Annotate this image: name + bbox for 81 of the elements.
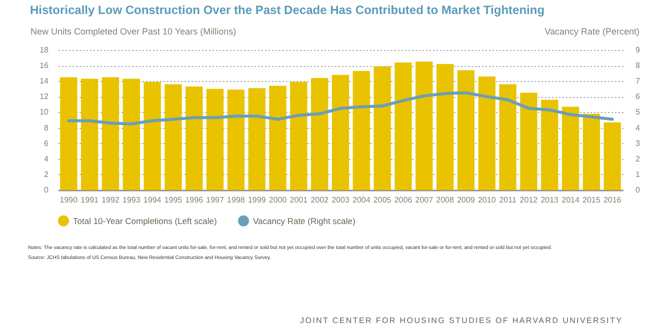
x-tick-label: 2009 [457,196,476,204]
y-tick-label: 16 [40,61,50,70]
y2-tick-label: 5 [636,108,640,117]
x-tick-label: 2003 [332,196,350,204]
y2-axis-title: Vacancy Rate (Percent) [544,26,640,36]
x-tick-label: 1999 [248,196,266,204]
chart-title: Historically Low Construction Over the Past Decade Has Contributed to Market Tightening [30,3,545,17]
bar [394,62,412,190]
y2-tick-label: 1 [636,170,640,179]
x-tick-label: 1998 [227,196,246,204]
y2-tick-label: 6 [636,92,640,102]
y2-tick-label: 2 [636,154,640,164]
bar [269,86,286,190]
bar [227,90,245,190]
x-tick-label: 2006 [394,196,413,204]
y-tick-label: 2 [44,170,50,179]
x-tick-label: 1997 [206,196,224,204]
y-tick-label: 14 [40,76,50,86]
y-tick-label: 6 [44,138,50,148]
bar [416,62,433,190]
x-tick-label: 2014 [562,196,580,204]
bar [290,82,308,190]
bar [102,77,120,190]
x-tick-label: 2005 [373,196,392,204]
y2-tick-label: 0 [636,186,640,194]
bar [144,82,161,190]
bar [248,88,266,190]
x-tick-label: 1991 [80,196,100,204]
y-tick-label: 0 [44,186,50,194]
legend-label: Total 10-Year Completions (Left scale) [73,216,217,226]
x-tick-label: 1996 [185,196,204,204]
x-tick-label: 2016 [603,196,622,204]
bar [81,78,98,190]
y-axis-title: New Units Completed Over Past 10 Years (Millions) [30,26,236,36]
bar [122,78,140,190]
y2-tick-label: 8 [636,61,640,70]
x-tick-label: 2015 [582,196,601,204]
x-tick-label: 2013 [540,196,560,204]
bar [206,88,224,190]
bar [562,106,580,190]
bar [311,78,328,190]
y-tick-label: 4 [44,154,50,164]
bar [436,64,454,190]
bar [541,100,558,190]
x-tick-label: 2007 [415,196,434,204]
bar [164,84,182,190]
y2-tick-label: 7 [636,76,640,86]
bar [604,122,621,190]
bar [332,74,350,190]
text: JOINT CENTER FOR HOUSING STUDIES OF HARVARD UNIVERSITY [300,316,623,325]
bar [499,84,516,190]
x-tick-label: 2004 [352,196,371,204]
x-tick-label: 1990 [60,196,78,204]
x-tick-label: 2012 [520,196,538,204]
bar [478,76,496,190]
y2-tick-label: 9 [636,46,640,54]
bar [186,86,203,190]
x-tick-label: 2011 [499,196,517,204]
x-tick-label: 1994 [143,196,162,204]
bar [520,92,538,190]
bar [582,114,600,190]
y-tick-label: 12 [40,92,50,102]
bar [374,66,391,190]
x-tick-label: 2000 [268,196,288,204]
x-tick-label: 1995 [164,196,183,204]
x-tick-label: 2001 [290,196,308,204]
x-tick-label: 1992 [102,196,120,204]
y-tick-label: 8 [44,123,50,132]
x-tick-label: 2002 [310,196,330,204]
y-tick-label: 18 [40,46,50,54]
legend-label: Vacancy Rate (Right scale) [253,216,356,226]
x-tick-label: 1993 [122,196,141,204]
y2-tick-label: 3 [636,138,640,148]
y-tick-label: 10 [40,108,50,117]
bar [457,70,475,190]
bar [352,71,370,190]
x-tick-label: 2010 [478,196,496,204]
y2-tick-label: 4 [636,123,640,132]
bar [60,77,78,190]
x-tick-label: 2008 [436,196,454,204]
line-series [67,91,614,126]
